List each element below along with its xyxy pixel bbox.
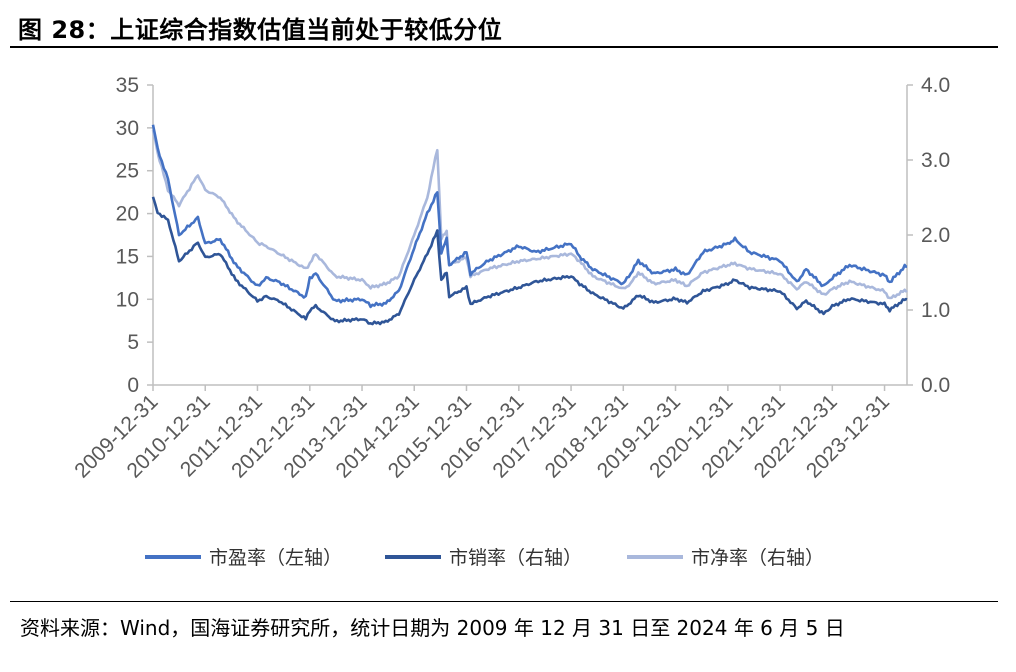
legend-label: 市盈率（左轴） [209,547,342,569]
left-tick-label: 20 [116,203,139,226]
chart-legend: 市盈率（左轴） 市销率（右轴） 市净率（右轴） [145,547,824,569]
pe-ratio-line [151,124,908,309]
right-tick-label: 3.0 [921,149,950,172]
right-tick-label: 1.0 [921,299,950,322]
left-tick-label: 30 [116,117,139,140]
right-tick-label: 0.0 [921,374,950,397]
legend-label: 市销率（右轴） [449,547,582,569]
chart-series [151,124,908,326]
chart-axes: 051015202530350.01.02.03.04.02009-12-312… [70,74,950,482]
left-tick-label: 5 [127,331,139,354]
right-tick-label: 4.0 [921,74,950,97]
ps-ratio-line [151,196,908,326]
title-divider [10,46,998,48]
left-tick-label: 35 [116,74,139,97]
source-divider [10,601,998,602]
page-title: 图 28：上证综合指数估值当前处于较低分位 [18,16,503,44]
left-tick-label: 10 [116,288,139,311]
valuation-line-chart: 051015202530350.01.02.03.04.02009-12-312… [70,74,950,569]
left-tick-label: 15 [116,245,139,268]
left-tick-label: 25 [116,160,139,183]
legend-label: 市净率（右轴） [691,547,824,569]
left-tick-label: 0 [127,374,139,397]
right-tick-label: 2.0 [921,224,950,247]
source-note: 资料来源：Wind，国海证券研究所，统计日期为 2009 年 12 月 31 日… [20,616,845,640]
pb-ratio-line [151,129,908,300]
